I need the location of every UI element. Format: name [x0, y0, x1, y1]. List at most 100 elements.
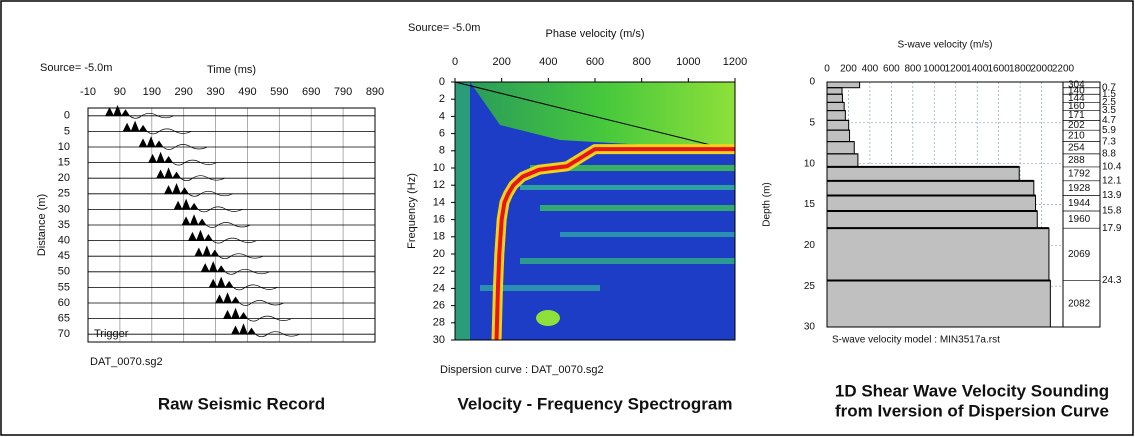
y-tick-label: 30	[804, 322, 816, 333]
x-axis-label: Phase velocity (m/s)	[545, 28, 644, 40]
x-tick-label: 0	[452, 56, 458, 68]
layer-bar	[826, 101, 845, 112]
x-tick-label: 400	[539, 56, 557, 68]
wavelet-tail	[232, 284, 278, 291]
y-tick-label: 50	[58, 266, 70, 278]
x-tick-label: 400	[862, 64, 879, 75]
velocity-label: 210	[1068, 131, 1085, 142]
x-tick-label: 200	[492, 56, 510, 68]
y-tick-label: 8	[439, 145, 445, 157]
wavelet	[173, 198, 199, 211]
depth-label: 3.5	[1102, 105, 1116, 116]
y-tick-label: 65	[58, 313, 70, 325]
velocity-label: 1792	[1068, 169, 1091, 180]
wavelet	[164, 182, 190, 195]
x-tick-label: 690	[302, 86, 320, 98]
depth-label: 0.7	[1102, 82, 1116, 93]
x-tick-label: 1200	[723, 56, 747, 68]
y-tick-label: 20	[433, 248, 445, 260]
wavelet	[223, 307, 249, 320]
caption: Raw Seismic Record	[158, 394, 325, 413]
x-tick-label: 1200	[945, 64, 968, 75]
x-tick-label: 800	[904, 64, 921, 75]
wavelet-tail	[212, 237, 257, 244]
y-tick-label: 10	[433, 162, 445, 174]
y-tick-label: 35	[58, 219, 70, 231]
wavelet-tail	[247, 315, 292, 322]
y-tick-label: 10	[804, 158, 816, 169]
caption: from Iversion of Dispersion Curve	[835, 401, 1109, 420]
x-tick-label: 890	[366, 86, 384, 98]
velocity-label: 288	[1068, 155, 1085, 166]
wavelet	[208, 276, 234, 289]
velocity-label: 1928	[1068, 183, 1091, 194]
layer-bar	[826, 141, 855, 155]
y-tick-label: 15	[58, 157, 70, 169]
y-tick-label: 24	[433, 282, 445, 294]
y-tick-label: 28	[433, 317, 445, 329]
layer-bar	[826, 87, 843, 95]
wavelet	[122, 120, 148, 133]
x-tick-label: 1000	[923, 64, 946, 75]
y-tick-label: 0	[64, 110, 70, 122]
layer-bar	[826, 166, 1020, 182]
velocity-label: 1960	[1068, 214, 1091, 225]
y-tick-label: 12	[433, 179, 445, 191]
x-tick-label: 190	[143, 86, 161, 98]
y-tick-label: 20	[804, 240, 816, 251]
caption: Velocity - Frequency Spectrogram	[458, 394, 733, 413]
x-tick-label: 1800	[1009, 64, 1032, 75]
y-tick-label: 25	[58, 188, 70, 200]
velocity-label: 2069	[1068, 249, 1091, 260]
wavelet-tail	[197, 206, 243, 213]
x-tick-label: 600	[586, 56, 604, 68]
velocity-label: 140	[1068, 86, 1085, 97]
wavelet-tail	[188, 190, 233, 197]
y-tick-label: 15	[804, 199, 816, 210]
depth-label: 10.4	[1102, 162, 1122, 173]
layer-bar	[826, 153, 859, 168]
x-tick-label: 1000	[676, 56, 700, 68]
y-tick-label: 14	[433, 196, 445, 208]
x-tick-label: 490	[238, 86, 256, 98]
wavelet	[105, 104, 131, 117]
y-tick-label: 5	[64, 125, 70, 137]
depth-label: 13.9	[1102, 190, 1122, 201]
x-tick-label: 0	[824, 64, 830, 75]
wavelet-tail	[180, 175, 225, 182]
wavelet	[187, 229, 214, 242]
y-tick-label: 70	[58, 328, 70, 340]
x-tick-label: 1600	[988, 64, 1011, 75]
layer-bar	[826, 119, 850, 131]
x-tick-label: 800	[632, 56, 650, 68]
plot-frame	[454, 81, 736, 341]
x-tick-label: 790	[334, 86, 352, 98]
depth-label: 8.8	[1102, 149, 1116, 160]
label-column	[1062, 81, 1101, 328]
velocity-label: 171	[1068, 110, 1085, 121]
x-tick-label: -10	[80, 86, 96, 98]
y-tick-label: 16	[433, 214, 445, 226]
y-tick-label: 60	[58, 297, 70, 309]
source-label: Source= -5.0m	[40, 62, 112, 74]
file-label: DAT_0070.sg2	[90, 356, 163, 368]
layer-bar	[826, 129, 851, 143]
y-tick-label: 4	[439, 110, 445, 122]
y-tick-label: 22	[433, 265, 445, 277]
file-label: Dispersion curve : DAT_0070.sg2	[440, 364, 604, 376]
x-tick-label: 390	[206, 86, 224, 98]
y-tick-label: 5	[809, 117, 815, 128]
y-tick-label: 30	[58, 203, 70, 215]
wavelet-tail	[172, 159, 217, 166]
wavelet	[215, 292, 241, 304]
velocity-label: 144	[1068, 93, 1085, 104]
wavelet-tail	[205, 222, 251, 228]
y-tick-label: 2	[439, 93, 445, 105]
wavelet-tail	[239, 300, 284, 306]
file-label: S-wave velocity model : MIN3517a.rst	[832, 335, 1000, 346]
velocity-label: 2082	[1068, 298, 1091, 309]
source-label: Source= -5.0m	[408, 22, 480, 34]
velocity-label: 160	[1068, 101, 1085, 112]
layer-bar	[826, 279, 1051, 328]
